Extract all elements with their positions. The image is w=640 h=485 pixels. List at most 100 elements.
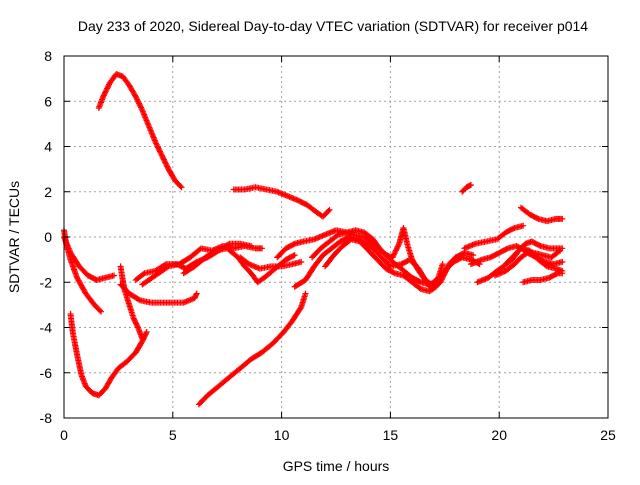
data-point [259, 245, 266, 252]
data-point [452, 254, 459, 261]
y-tick-label-8: 8 [44, 48, 52, 64]
data-layer [61, 71, 566, 408]
data-point [154, 143, 161, 150]
data-point [140, 271, 147, 278]
data-point [391, 250, 398, 257]
data-point [439, 261, 446, 268]
data-point [542, 262, 549, 269]
series-arc-14 [291, 234, 477, 293]
grid-layer [64, 56, 608, 418]
data-point [155, 144, 162, 151]
data-point [134, 323, 141, 330]
x-tick-label-5: 25 [600, 427, 616, 443]
data-point [157, 149, 164, 156]
data-point [470, 252, 477, 259]
data-point [559, 245, 566, 252]
data-point [153, 141, 160, 148]
data-point [133, 95, 140, 102]
data-point [395, 242, 402, 249]
y-tick-label-0: -8 [40, 410, 53, 426]
y-tick-label-4: 0 [44, 229, 52, 245]
data-point [103, 86, 110, 93]
data-point [394, 244, 401, 251]
data-point [134, 97, 141, 104]
series-arc-11 [195, 290, 309, 408]
data-point [96, 307, 103, 314]
data-point [302, 290, 309, 297]
data-point [138, 105, 145, 112]
series-arc-10 [237, 254, 305, 272]
data-point [510, 225, 517, 232]
data-point [136, 101, 143, 108]
data-point [160, 156, 167, 163]
data-point [132, 92, 139, 99]
data-point [451, 255, 458, 262]
data-point [161, 157, 168, 164]
x-tick-label-1: 5 [169, 427, 177, 443]
data-point [143, 329, 150, 336]
data-point [177, 183, 184, 190]
data-point [164, 264, 171, 271]
data-point [153, 140, 160, 147]
data-point [503, 245, 510, 252]
data-point [158, 151, 165, 158]
data-point [104, 84, 111, 91]
data-point [390, 269, 397, 276]
data-point [138, 104, 145, 111]
y-tick-label-6: 4 [44, 139, 52, 155]
data-point [105, 82, 112, 89]
data-point [102, 88, 109, 95]
data-point [291, 252, 298, 259]
data-point [162, 159, 169, 166]
series-arc-15 [309, 224, 446, 288]
data-point [390, 251, 397, 258]
data-point [559, 270, 566, 277]
x-tick-label-0: 0 [60, 427, 68, 443]
data-point [102, 89, 109, 96]
data-point [139, 335, 146, 342]
x-tick-label-4: 20 [491, 427, 507, 443]
series-arc-4 [67, 310, 150, 399]
series-arc-18 [461, 222, 527, 252]
y-axis-label: SDTVAR / TECUs [6, 181, 22, 293]
data-point [163, 162, 170, 169]
data-point [553, 270, 560, 277]
y-tick-label-3: -2 [40, 274, 53, 290]
data-point [416, 285, 423, 292]
data-point [393, 246, 400, 253]
data-point [136, 100, 143, 107]
data-point [326, 206, 333, 213]
data-point [135, 99, 142, 106]
data-point [392, 248, 399, 255]
data-point [389, 254, 396, 261]
series-arc-16 [322, 236, 459, 295]
data-point [100, 93, 107, 100]
data-point [100, 92, 107, 99]
data-point [467, 181, 474, 188]
x-tick-label-3: 15 [383, 427, 399, 443]
data-point [297, 305, 304, 312]
data-point [520, 222, 527, 229]
data-point [290, 252, 297, 259]
data-point [193, 290, 200, 297]
data-point [290, 241, 297, 248]
data-point [164, 163, 171, 170]
y-tick-label-1: -6 [40, 365, 53, 381]
data-point [156, 148, 163, 155]
data-point [559, 258, 566, 265]
data-point [156, 147, 163, 154]
series-arc-24 [517, 204, 566, 225]
series-arc-1 [95, 71, 185, 191]
data-point [104, 85, 111, 92]
series-arc-23 [520, 270, 566, 286]
data-point [164, 164, 171, 171]
x-tick-label-2: 10 [274, 427, 290, 443]
data-point [392, 247, 399, 254]
data-point [111, 272, 118, 279]
data-point [152, 138, 159, 145]
series-arc-6 [117, 281, 200, 306]
data-point [394, 243, 401, 250]
data-point [143, 330, 150, 337]
data-point [160, 155, 167, 162]
